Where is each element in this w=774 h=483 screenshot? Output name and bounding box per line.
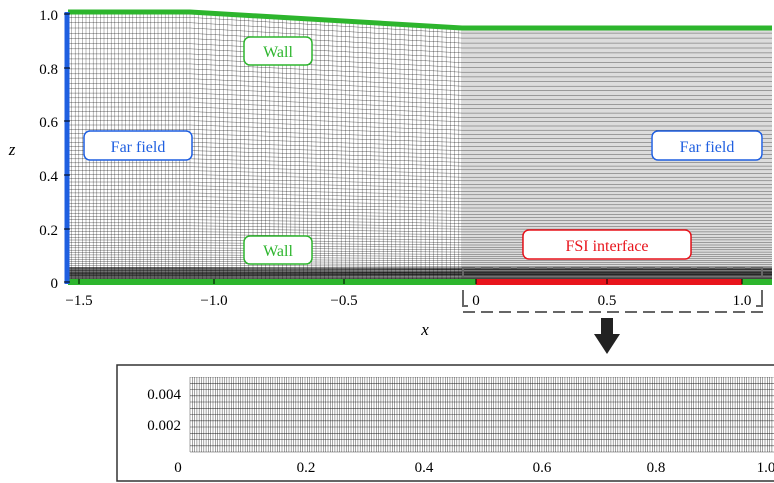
y-tick-label: 0.6 bbox=[39, 115, 58, 131]
x-tick-label: −1.5 bbox=[65, 293, 92, 309]
inset-x-tick-label: 0.6 bbox=[533, 460, 552, 476]
top-wall-boundary bbox=[68, 9, 772, 31]
wall-top-label-text: Wall bbox=[263, 44, 293, 61]
inset-x-tick-label: 0.2 bbox=[297, 460, 316, 476]
inset-x-tick-label: 0.8 bbox=[647, 460, 666, 476]
wall-bottom-label-text: Wall bbox=[263, 243, 293, 260]
y-tick-label: 0.4 bbox=[39, 169, 58, 185]
inset-horizontal-lines bbox=[190, 377, 774, 453]
y-tick-label: 0.8 bbox=[39, 62, 58, 78]
wall-bottom-label: Wall bbox=[243, 235, 313, 265]
x-tick-label: −0.5 bbox=[330, 293, 357, 309]
y-axis-title: z bbox=[8, 140, 16, 159]
far-field-left-label: Far field bbox=[83, 130, 193, 161]
x-tick-label: 0 bbox=[472, 293, 480, 309]
inset-plot: 0.004 0.002 0 0.2 0.4 0.6 0.8 1.0 bbox=[116, 364, 774, 482]
main-plot: 0 0.2 0.4 0.6 0.8 1.0 −1.5 −1.0 −0.5 0 0… bbox=[8, 8, 772, 354]
zoom-arrow bbox=[594, 318, 620, 354]
x-tick-label: 0.5 bbox=[598, 293, 617, 309]
wall-top-label: Wall bbox=[243, 36, 313, 66]
x-axis-title: x bbox=[420, 320, 429, 339]
x-tick-label: −1.0 bbox=[200, 293, 227, 309]
fsi-interface-label: FSI interface bbox=[522, 229, 692, 260]
inset-x-tick-label: 1.0 bbox=[757, 460, 774, 476]
tick-marks bbox=[64, 13, 743, 284]
far-field-left-label-text: Far field bbox=[111, 139, 166, 156]
far-field-right-label: Far field bbox=[651, 130, 763, 161]
zoom-region-marker bbox=[462, 267, 768, 313]
fsi-interface-label-text: FSI interface bbox=[565, 238, 648, 255]
far-field-right-label-text: Far field bbox=[680, 139, 735, 156]
y-tick-label: 1.0 bbox=[39, 8, 58, 24]
inset-x-tick-label: 0 bbox=[174, 460, 182, 476]
x-tick-label: 1.0 bbox=[733, 293, 752, 309]
y-tick-label: 0.2 bbox=[39, 223, 58, 239]
inset-y-tick-label: 0.002 bbox=[147, 418, 181, 434]
main-axis-ticks bbox=[64, 13, 743, 284]
inset-x-tick-label: 0.4 bbox=[415, 460, 434, 476]
y-tick-label: 0 bbox=[51, 276, 59, 292]
inset-mesh bbox=[189, 377, 774, 453]
inset-y-tick-label: 0.004 bbox=[147, 387, 181, 403]
